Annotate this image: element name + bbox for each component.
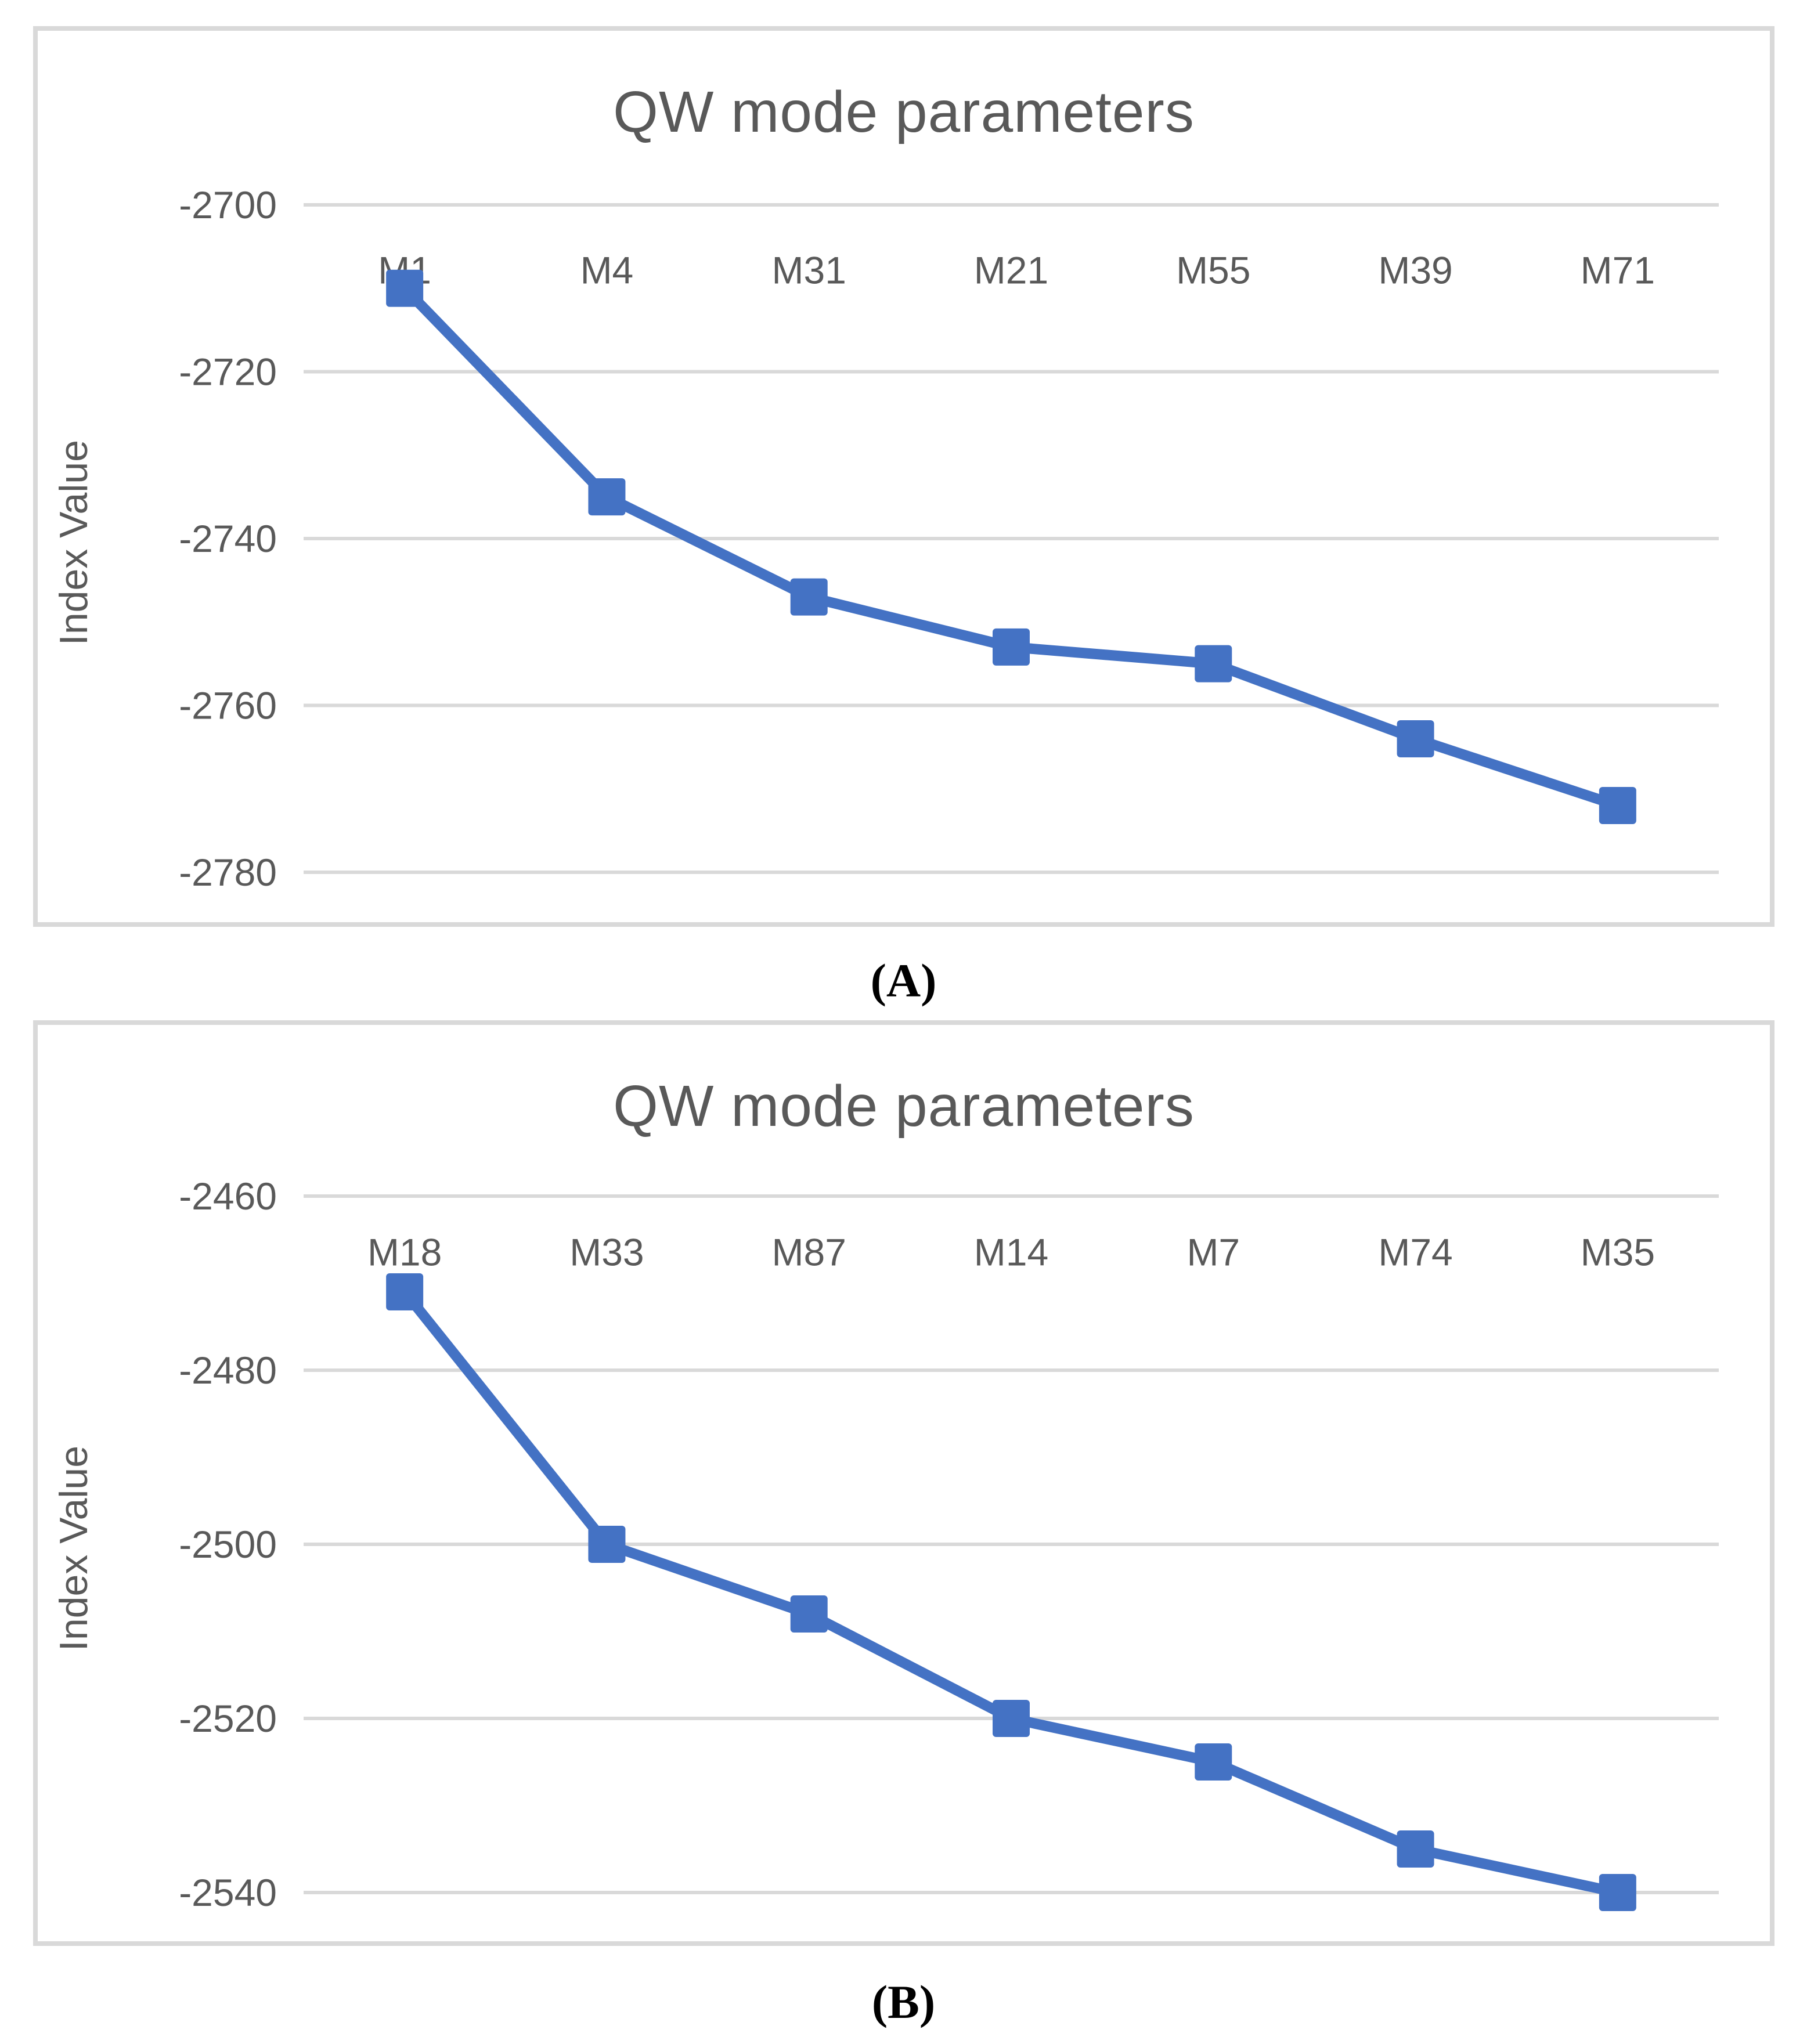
plot-area: -2460 -2480 -2500 -2520 -2540 M18 M33 M87 M14 M7 M… (179, 1175, 1719, 1914)
data-point-marker (993, 628, 1030, 666)
data-point-marker (993, 1700, 1030, 1737)
data-point-marker (790, 1595, 828, 1633)
y-tick-label: -2760 (179, 684, 277, 727)
chart-title: QW mode parameters (613, 80, 1195, 145)
data-point-marker (1195, 1743, 1232, 1781)
data-point-marker (1195, 645, 1232, 682)
caption-b: (B) (871, 1976, 936, 2028)
data-point-marker (790, 578, 828, 616)
y-tick-label: -2780 (179, 851, 277, 894)
plot-area: -2700-2720-2740-2760-2780M1M4M31M21M55M3… (179, 183, 1719, 894)
y-tick-label: -2500 (179, 1523, 277, 1566)
data-point-marker (1397, 1830, 1434, 1868)
y-tick-label: -2740 (179, 517, 277, 560)
x-category-label: M21 (974, 249, 1048, 292)
x-category-label: M87 (772, 1231, 846, 1274)
caption-a: (A) (870, 954, 937, 1007)
x-category-label: M35 (1581, 1231, 1655, 1274)
chart-title: QW mode parameters (613, 1074, 1195, 1139)
x-category-label: M7 (1186, 1231, 1240, 1274)
x-category-label: M74 (1378, 1231, 1452, 1274)
x-category-label: M39 (1378, 249, 1452, 292)
series-line (401, 1288, 1619, 1898)
x-category-label: M55 (1176, 249, 1250, 292)
data-point-marker (1599, 787, 1636, 824)
x-category-label: M4 (580, 249, 634, 292)
y-tick-label: -2480 (179, 1349, 277, 1392)
data-point-marker (1599, 1874, 1636, 1911)
data-point-marker (588, 1526, 626, 1563)
y-tick-label: -2460 (179, 1175, 277, 1218)
series-line (401, 284, 1620, 811)
data-point-marker (1397, 720, 1434, 757)
data-point-marker (386, 269, 424, 307)
data-point-marker (588, 478, 626, 516)
x-category-label: M33 (569, 1231, 644, 1274)
chart-panel-b: QW mode parameters Index Value -2460 -248… (33, 1020, 1774, 1946)
x-category-label: M14 (974, 1231, 1048, 1274)
chart-panel-a: QW mode parameters Index Value -2700 -272… (33, 26, 1774, 927)
y-tick-label: -2520 (179, 1697, 277, 1740)
data-point-marker (386, 1273, 424, 1310)
x-category-label: M71 (1581, 249, 1655, 292)
x-category-label: M31 (772, 249, 846, 292)
y-tick-label: -2720 (179, 351, 277, 393)
x-category-label: M18 (367, 1231, 442, 1274)
y-tick-label: -2700 (179, 183, 277, 226)
y-tick-label: -2540 (179, 1871, 277, 1914)
